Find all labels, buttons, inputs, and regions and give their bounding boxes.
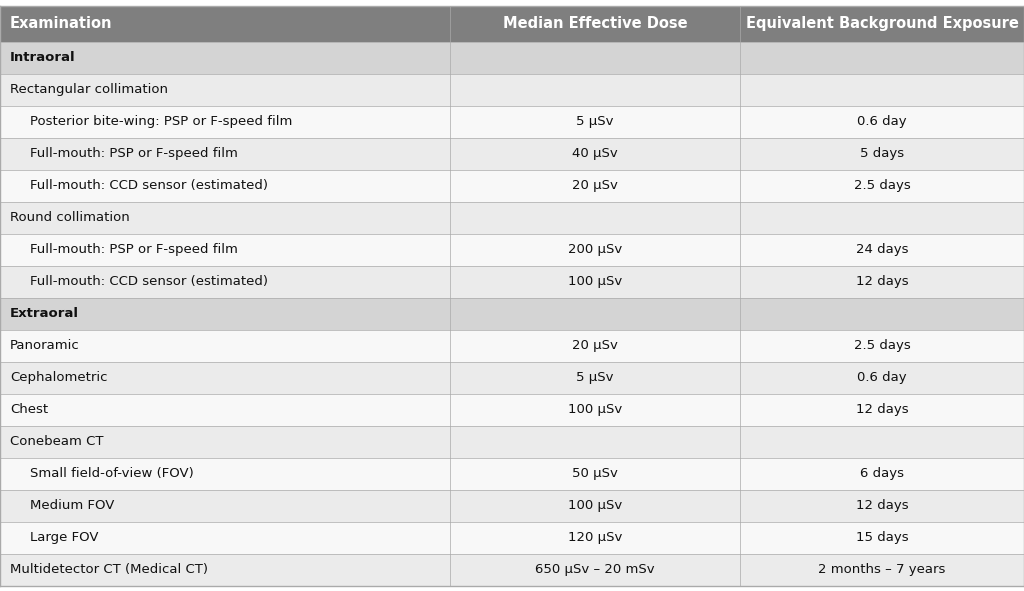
Text: Rectangular collimation: Rectangular collimation <box>10 83 168 96</box>
Bar <box>0 297 450 330</box>
Text: Full-mouth: CCD sensor (estimated): Full-mouth: CCD sensor (estimated) <box>30 275 268 288</box>
Bar <box>450 297 740 330</box>
Text: 20 μSv: 20 μSv <box>572 339 617 352</box>
Text: 100 μSv: 100 μSv <box>568 499 623 512</box>
Bar <box>740 297 1024 330</box>
Bar <box>0 394 450 426</box>
Bar <box>740 489 1024 521</box>
Text: 6 days: 6 days <box>860 467 904 480</box>
Text: Intraoral: Intraoral <box>10 51 76 64</box>
Text: Posterior bite-wing: PSP or F-speed film: Posterior bite-wing: PSP or F-speed film <box>30 115 293 128</box>
Text: 12 days: 12 days <box>856 275 908 288</box>
Bar <box>0 5 450 41</box>
Bar <box>0 202 450 233</box>
Bar <box>740 41 1024 73</box>
Bar <box>0 138 450 170</box>
Text: Cephalometric: Cephalometric <box>10 371 108 384</box>
Bar <box>450 265 740 297</box>
Bar <box>0 73 450 106</box>
Bar <box>450 457 740 489</box>
Text: 2.5 days: 2.5 days <box>854 339 910 352</box>
Text: 20 μSv: 20 μSv <box>572 179 617 192</box>
Text: 2 months – 7 years: 2 months – 7 years <box>818 563 946 576</box>
Text: 100 μSv: 100 μSv <box>568 403 623 416</box>
Bar <box>740 457 1024 489</box>
Text: Full-mouth: CCD sensor (estimated): Full-mouth: CCD sensor (estimated) <box>30 179 268 192</box>
Bar <box>740 138 1024 170</box>
Bar <box>450 138 740 170</box>
Bar <box>450 362 740 394</box>
Bar <box>740 73 1024 106</box>
Bar <box>450 489 740 521</box>
Bar <box>740 202 1024 233</box>
Bar <box>0 41 450 73</box>
Text: Medium FOV: Medium FOV <box>30 499 115 512</box>
Bar <box>450 554 740 586</box>
Text: Small field-of-view (FOV): Small field-of-view (FOV) <box>30 467 194 480</box>
Bar <box>740 5 1024 41</box>
Bar <box>0 426 450 457</box>
Bar <box>450 233 740 265</box>
Bar <box>0 106 450 138</box>
Bar <box>0 330 450 362</box>
Text: Multidetector CT (Medical CT): Multidetector CT (Medical CT) <box>10 563 208 576</box>
Bar <box>0 489 450 521</box>
Text: 12 days: 12 days <box>856 499 908 512</box>
Text: Full-mouth: PSP or F-speed film: Full-mouth: PSP or F-speed film <box>30 147 238 160</box>
Text: 5 days: 5 days <box>860 147 904 160</box>
Bar <box>0 457 450 489</box>
Bar <box>740 362 1024 394</box>
Bar <box>740 265 1024 297</box>
Bar <box>450 170 740 202</box>
Text: 0.6 day: 0.6 day <box>857 371 907 384</box>
Bar <box>0 265 450 297</box>
Text: 120 μSv: 120 μSv <box>568 531 623 544</box>
Bar <box>450 426 740 457</box>
Text: 5 μSv: 5 μSv <box>577 371 613 384</box>
Text: 40 μSv: 40 μSv <box>572 147 617 160</box>
Bar <box>450 41 740 73</box>
Bar <box>0 362 450 394</box>
Text: 650 μSv – 20 mSv: 650 μSv – 20 mSv <box>536 563 654 576</box>
Bar <box>740 233 1024 265</box>
Text: Conebeam CT: Conebeam CT <box>10 435 103 448</box>
Bar <box>740 394 1024 426</box>
Bar <box>740 106 1024 138</box>
Bar <box>740 426 1024 457</box>
Text: 50 μSv: 50 μSv <box>572 467 617 480</box>
Text: Round collimation: Round collimation <box>10 211 130 224</box>
Bar <box>740 170 1024 202</box>
Text: Equivalent Background Exposure: Equivalent Background Exposure <box>745 16 1019 31</box>
Text: 15 days: 15 days <box>856 531 908 544</box>
Bar <box>740 521 1024 554</box>
Bar <box>450 394 740 426</box>
Text: Large FOV: Large FOV <box>30 531 98 544</box>
Text: 100 μSv: 100 μSv <box>568 275 623 288</box>
Bar <box>450 202 740 233</box>
Bar <box>450 106 740 138</box>
Bar <box>740 554 1024 586</box>
Text: Examination: Examination <box>10 16 113 31</box>
Text: 0.6 day: 0.6 day <box>857 115 907 128</box>
Bar <box>0 554 450 586</box>
Text: 24 days: 24 days <box>856 243 908 256</box>
Bar <box>0 521 450 554</box>
Text: Extraoral: Extraoral <box>10 307 79 320</box>
Text: 12 days: 12 days <box>856 403 908 416</box>
Text: Panoramic: Panoramic <box>10 339 80 352</box>
Text: Median Effective Dose: Median Effective Dose <box>503 16 687 31</box>
Bar <box>0 170 450 202</box>
Text: 200 μSv: 200 μSv <box>568 243 623 256</box>
Bar <box>450 521 740 554</box>
Text: Chest: Chest <box>10 403 48 416</box>
Text: 5 μSv: 5 μSv <box>577 115 613 128</box>
Bar <box>450 73 740 106</box>
Text: 2.5 days: 2.5 days <box>854 179 910 192</box>
Bar <box>450 330 740 362</box>
Bar <box>450 5 740 41</box>
Bar <box>740 330 1024 362</box>
Text: Full-mouth: PSP or F-speed film: Full-mouth: PSP or F-speed film <box>30 243 238 256</box>
Bar <box>0 233 450 265</box>
